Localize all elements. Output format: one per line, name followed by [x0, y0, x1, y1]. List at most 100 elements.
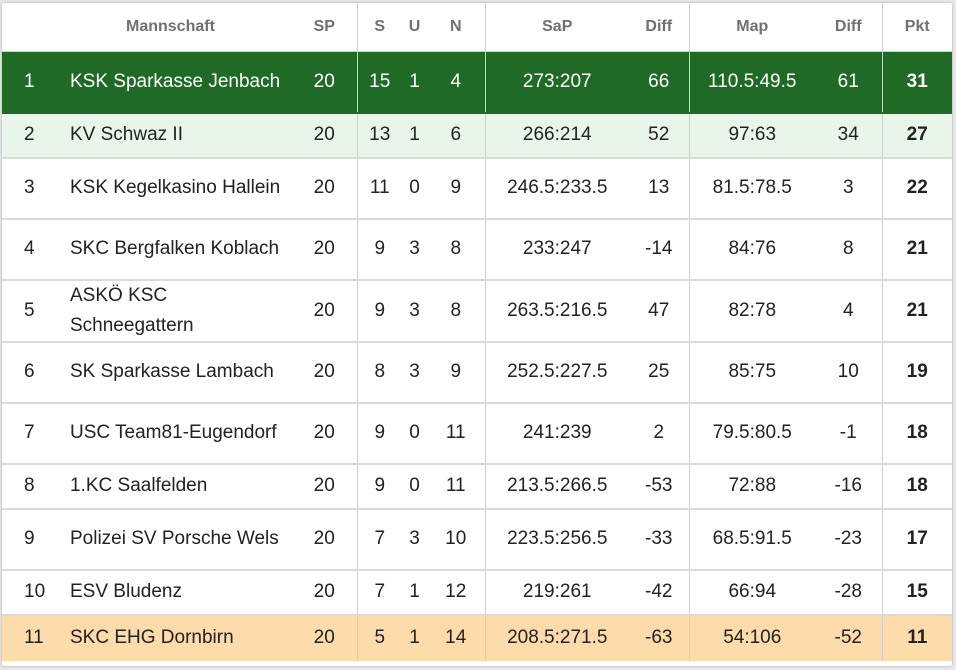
wins-cell: 9: [357, 218, 402, 281]
team-name-cell[interactable]: ASKÖ KSC Schneegattern: [62, 279, 292, 343]
match-points-diff-cell: 10: [815, 341, 883, 404]
team-name-cell[interactable]: SKC Bergfalken Koblach: [62, 218, 292, 281]
match-points-cell: 97:63: [689, 112, 815, 159]
losses-cell: 4: [427, 51, 486, 114]
team-name-cell[interactable]: KSK Sparkasse Jenbach: [62, 51, 292, 114]
team-name-cell[interactable]: SK Sparkasse Lambach: [62, 341, 292, 404]
team-name-cell[interactable]: 1.KC Saalfelden: [62, 463, 292, 510]
games-played-cell: 20: [292, 157, 358, 220]
set-points-diff-cell: 25: [629, 341, 690, 404]
set-points-cell: 252.5:227.5: [485, 341, 629, 404]
match-points-cell: 79.5:80.5: [689, 402, 815, 465]
rank-cell: 10: [2, 569, 62, 616]
header-u[interactable]: U: [402, 3, 427, 52]
draws-cell: 0: [402, 463, 427, 510]
header-sap[interactable]: SaP: [485, 3, 629, 52]
match-points-diff-cell: -23: [815, 508, 883, 571]
team-name-cell[interactable]: USC Team81-Eugendorf: [62, 402, 292, 465]
set-points-diff-cell: -42: [629, 569, 690, 616]
losses-cell: 11: [427, 463, 486, 510]
rank-cell: 3: [2, 157, 62, 220]
draws-cell: 3: [402, 508, 427, 571]
draws-cell: 0: [402, 402, 427, 465]
match-points-cell: 82:78: [689, 279, 815, 343]
wins-cell: 15: [357, 51, 402, 114]
team-name-cell[interactable]: Polizei SV Porsche Wels: [62, 508, 292, 571]
games-played-cell: 20: [292, 218, 358, 281]
table-row[interactable]: 7 USC Team81-Eugendorf 20 9 0 11 241:239 2 79.5:…: [2, 402, 952, 465]
match-points-diff-cell: 3: [815, 157, 883, 220]
games-played-cell: 20: [292, 341, 358, 404]
table-row[interactable]: 4 SKC Bergfalken Koblach 20 9 3 8 233:247 -14 84…: [2, 218, 952, 281]
set-points-diff-cell: 13: [629, 157, 690, 220]
set-points-diff-cell: 47: [629, 279, 690, 343]
match-points-diff-cell: 4: [815, 279, 883, 343]
table-row[interactable]: 2 KV Schwaz II 20 13 1 6 266:214 52 97:63 34 27: [2, 112, 952, 159]
team-name-cell[interactable]: ESV Bludenz: [62, 569, 292, 616]
rank-cell: 2: [2, 112, 62, 159]
team-name-cell[interactable]: KV Schwaz II: [62, 112, 292, 159]
set-points-diff-cell: -63: [629, 614, 690, 661]
wins-cell: 5: [357, 614, 402, 661]
set-points-diff-cell: -14: [629, 218, 690, 281]
header-n[interactable]: N: [427, 3, 486, 52]
wins-cell: 9: [357, 402, 402, 465]
rank-cell: 5: [2, 279, 62, 343]
rank-cell: 1: [2, 51, 62, 114]
table-row[interactable]: 3 KSK Kegelkasino Hallein 20 11 0 9 246.5:233.…: [2, 157, 952, 220]
team-name-cell[interactable]: KSK Kegelkasino Hallein: [62, 157, 292, 220]
set-points-cell: 213.5:266.5: [485, 463, 629, 510]
rank-cell: 7: [2, 402, 62, 465]
header-sp[interactable]: SP: [292, 3, 358, 52]
table-row[interactable]: 10 ESV Bludenz 20 7 1 12 219:261 -42 66:94 -28 15: [2, 569, 952, 616]
losses-cell: 11: [427, 402, 486, 465]
set-points-cell: 273:207: [485, 51, 629, 114]
match-points-cell: 54:106: [689, 614, 815, 661]
match-points-diff-cell: -1: [815, 402, 883, 465]
table-row[interactable]: 1 KSK Sparkasse Jenbach 20 15 1 4 273:207 66 110…: [2, 51, 952, 114]
losses-cell: 8: [427, 218, 486, 281]
points-cell: 22: [882, 157, 952, 220]
wins-cell: 13: [357, 112, 402, 159]
match-points-diff-cell: -52: [815, 614, 883, 661]
set-points-cell: 233:247: [485, 218, 629, 281]
points-cell: 19: [882, 341, 952, 404]
wins-cell: 7: [357, 569, 402, 616]
team-name-cell[interactable]: SKC EHG Dornbirn: [62, 614, 292, 661]
table-row[interactable]: 11 SKC EHG Dornbirn 20 5 1 14 208.5:271.5 -63 54…: [2, 614, 952, 661]
header-diff-sap[interactable]: Diff: [629, 3, 690, 52]
points-cell: 21: [882, 279, 952, 343]
set-points-cell: 223.5:256.5: [485, 508, 629, 571]
losses-cell: 9: [427, 341, 486, 404]
header-map[interactable]: Map: [689, 3, 815, 52]
set-points-diff-cell: -53: [629, 463, 690, 510]
points-cell: 17: [882, 508, 952, 571]
draws-cell: 1: [402, 614, 427, 661]
header-s[interactable]: S: [357, 3, 402, 52]
losses-cell: 12: [427, 569, 486, 616]
set-points-cell: 263.5:216.5: [485, 279, 629, 343]
set-points-cell: 241:239: [485, 402, 629, 465]
match-points-diff-cell: -16: [815, 463, 883, 510]
points-cell: 31: [882, 51, 952, 114]
table-row[interactable]: 5 ASKÖ KSC Schneegattern 20 9 3 8 263.5:216.5 4…: [2, 279, 952, 343]
points-cell: 18: [882, 463, 952, 510]
games-played-cell: 20: [292, 508, 358, 571]
match-points-diff-cell: -28: [815, 569, 883, 616]
wins-cell: 8: [357, 341, 402, 404]
header-diff-map[interactable]: Diff: [815, 3, 883, 52]
table-header-row: Mannschaft SP S U N SaP Diff Map Diff Pk…: [2, 3, 952, 52]
draws-cell: 1: [402, 569, 427, 616]
losses-cell: 14: [427, 614, 486, 661]
header-team[interactable]: Mannschaft: [2, 3, 292, 52]
losses-cell: 6: [427, 112, 486, 159]
table-row[interactable]: 8 1.KC Saalfelden 20 9 0 11 213.5:266.5 -53 72:8…: [2, 463, 952, 510]
points-cell: 21: [882, 218, 952, 281]
table-row[interactable]: 6 SK Sparkasse Lambach 20 8 3 9 252.5:227.5 25 8…: [2, 341, 952, 404]
set-points-cell: 219:261: [485, 569, 629, 616]
table-row[interactable]: 9 Polizei SV Porsche Wels 20 7 3 10 223.5:256.…: [2, 508, 952, 571]
games-played-cell: 20: [292, 402, 358, 465]
header-pkt[interactable]: Pkt: [882, 3, 952, 52]
draws-cell: 1: [402, 51, 427, 114]
match-points-cell: 81.5:78.5: [689, 157, 815, 220]
